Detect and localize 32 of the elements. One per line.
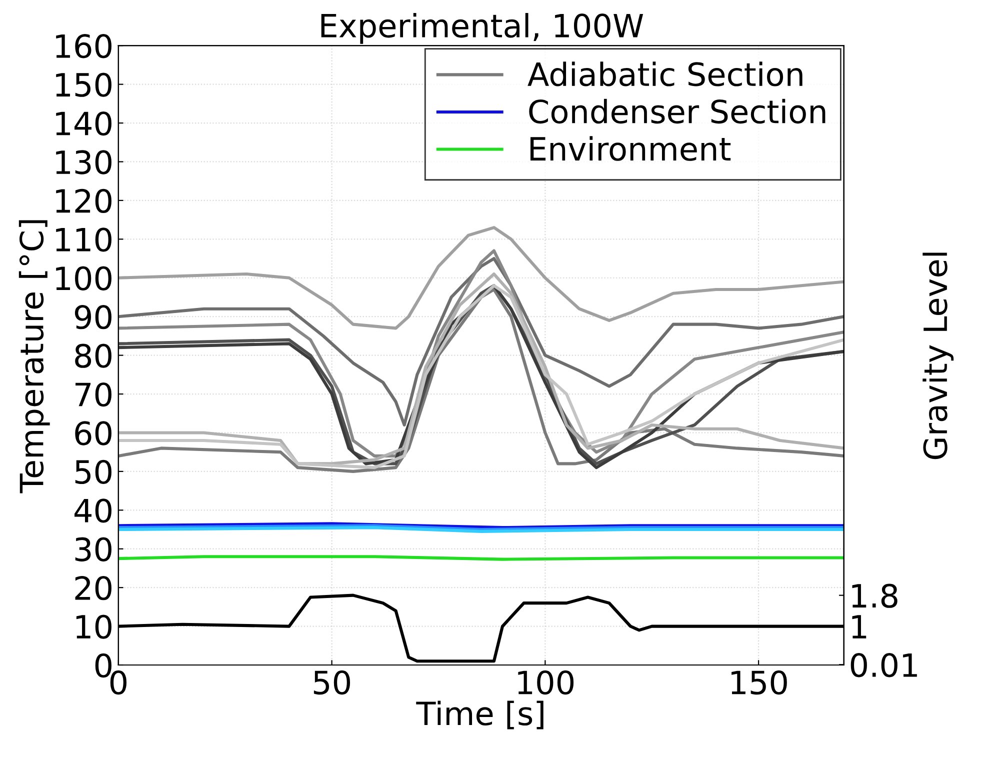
y-tick-label: 100 xyxy=(56,266,112,290)
y-axis-title: Temperature [°C] xyxy=(18,220,50,494)
y2-tick-label: 0.01 xyxy=(850,653,917,678)
y2-tick-label: 1 xyxy=(852,615,866,638)
legend-label: Adiabatic Section xyxy=(528,62,802,86)
x-axis-title: Time [s] xyxy=(416,700,544,730)
x-tick-label: 150 xyxy=(732,670,787,695)
legend-label: Condenser Section xyxy=(529,98,826,124)
y-tick-label: 30 xyxy=(75,537,112,562)
y-tick-label: 70 xyxy=(76,382,112,407)
chart-title: Experimental, 100W xyxy=(321,12,644,44)
x-tick-label: 100 xyxy=(518,670,574,695)
y2-tick-label: 1.8 xyxy=(852,584,898,608)
y-tick-label: 130 xyxy=(56,150,112,174)
y-tick-label: 110 xyxy=(56,228,112,252)
y-tick-label: 0 xyxy=(95,653,112,678)
y-tick-label: 50 xyxy=(75,460,112,484)
line-series xyxy=(118,256,844,427)
y-tick-label: 60 xyxy=(75,421,112,446)
y-tick-label: 10 xyxy=(76,614,112,639)
line-series xyxy=(118,226,844,330)
legend-label: Environment xyxy=(530,136,731,161)
y-tick-label: 40 xyxy=(74,498,112,523)
y-tick-label: 120 xyxy=(56,188,112,214)
y-tick-label: 20 xyxy=(75,576,112,600)
x-tick-label: 50 xyxy=(314,670,350,695)
y-tick-label: 160 xyxy=(56,34,112,58)
y-tick-label: 140 xyxy=(56,111,112,136)
y2-axis-title: Gravity Level xyxy=(922,252,954,460)
y-tick-label: 150 xyxy=(56,72,112,97)
y-tick-label: 80 xyxy=(75,344,112,368)
y-tick-label: 90 xyxy=(74,305,112,330)
